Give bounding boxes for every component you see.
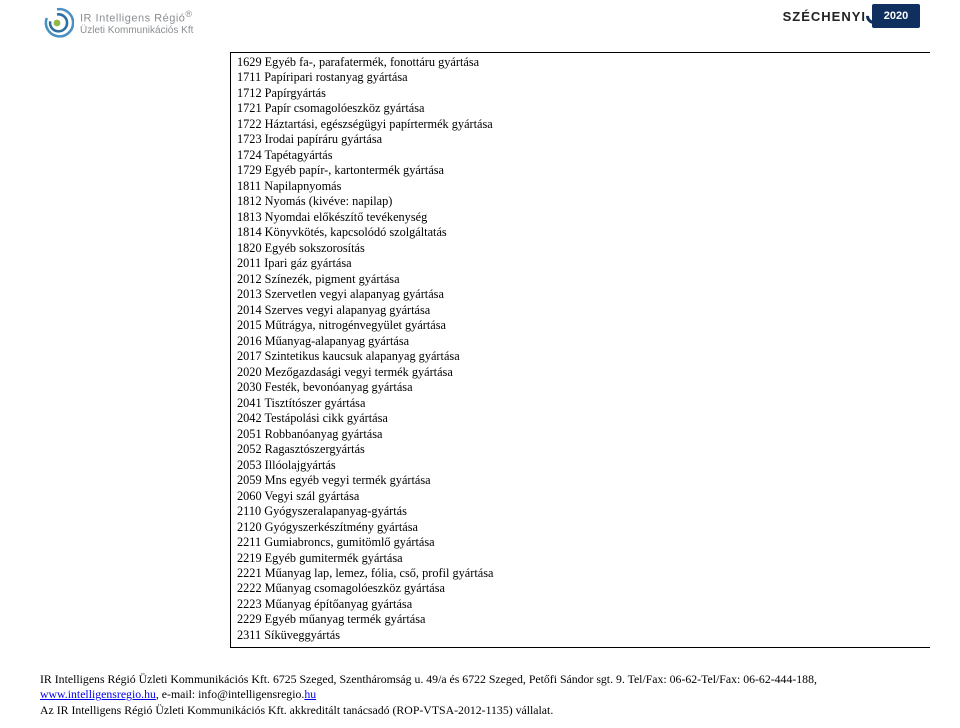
list-item: 2015 Műtrágya, nitrogénvegyület gyártása bbox=[237, 318, 924, 333]
activity-code-list: 1629 Egyéb fa-, parafatermék, fonottáru … bbox=[230, 52, 930, 648]
list-item: 1721 Papír csomagolóeszköz gyártása bbox=[237, 101, 924, 116]
list-item: 2060 Vegyi szál gyártása bbox=[237, 489, 924, 504]
list-item: 2052 Ragasztószergyártás bbox=[237, 442, 924, 457]
szechenyi-logo: SZÉCHENYI 2020 bbox=[783, 4, 920, 28]
page-header: IR Intelligens Régió® Üzleti Kommunikáci… bbox=[0, 0, 960, 52]
logo-line2: Üzleti Kommunikációs Kft bbox=[80, 25, 193, 37]
list-item: 1712 Papírgyártás bbox=[237, 86, 924, 101]
list-item: 2017 Szintetikus kaucsuk alapanyag gyárt… bbox=[237, 349, 924, 364]
list-item: 2120 Gyógyszerkészítmény gyártása bbox=[237, 520, 924, 535]
szechenyi-name: SZÉCHENYI bbox=[783, 9, 866, 24]
list-item: 1812 Nyomás (kivéve: napilap) bbox=[237, 194, 924, 209]
list-item: 2012 Színezék, pigment gyártása bbox=[237, 272, 924, 287]
logo-swirl-icon bbox=[40, 6, 74, 40]
logo-text: IR Intelligens Régió® Üzleti Kommunikáci… bbox=[80, 9, 193, 37]
list-item: 2013 Szervetlen vegyi alapanyag gyártása bbox=[237, 287, 924, 302]
list-item: 2059 Mns egyéb vegyi termék gyártása bbox=[237, 473, 924, 488]
list-item: 2222 Műanyag csomagolóeszköz gyártása bbox=[237, 581, 924, 596]
footer-line3: Az IR Intelligens Régió Üzleti Kommuniká… bbox=[40, 703, 920, 718]
szechenyi-year: 2020 bbox=[884, 10, 908, 22]
list-item: 1724 Tapétagyártás bbox=[237, 148, 924, 163]
list-item: 2110 Gyógyszeralapanyag-gyártás bbox=[237, 504, 924, 519]
page-footer: IR Intelligens Régió Üzleti Kommunikáció… bbox=[40, 672, 920, 718]
list-item: 1723 Irodai papíráru gyártása bbox=[237, 132, 924, 147]
list-item: 2016 Műanyag-alapanyag gyártása bbox=[237, 334, 924, 349]
footer-link-hu[interactable]: hu bbox=[304, 687, 316, 701]
szechenyi-badge: 2020 bbox=[872, 4, 920, 28]
list-item: 2030 Festék, bevonóanyag gyártása bbox=[237, 380, 924, 395]
list-item: 1814 Könyvkötés, kapcsolódó szolgáltatás bbox=[237, 225, 924, 240]
list-item: 2053 Illóolajgyártás bbox=[237, 458, 924, 473]
logo-reg: ® bbox=[185, 9, 192, 19]
list-item: 1820 Egyéb sokszorosítás bbox=[237, 241, 924, 256]
list-item: 2051 Robbanóanyag gyártása bbox=[237, 427, 924, 442]
list-item: 2011 Ipari gáz gyártása bbox=[237, 256, 924, 271]
footer-mid: , e-mail: info@intelligensregio. bbox=[156, 687, 304, 701]
list-item: 2229 Egyéb műanyag termék gyártása bbox=[237, 612, 924, 627]
list-item: 2211 Gumiabroncs, gumitömlő gyártása bbox=[237, 535, 924, 550]
list-item: 1813 Nyomdai előkészítő tevékenység bbox=[237, 210, 924, 225]
list-item: 1722 Háztartási, egészségügyi papírtermé… bbox=[237, 117, 924, 132]
footer-line1: IR Intelligens Régió Üzleti Kommunikáció… bbox=[40, 672, 920, 687]
list-item: 1629 Egyéb fa-, parafatermék, fonottáru … bbox=[237, 55, 924, 70]
list-item: 1729 Egyéb papír-, kartontermék gyártása bbox=[237, 163, 924, 178]
list-item: 2020 Mezőgazdasági vegyi termék gyártása bbox=[237, 365, 924, 380]
list-item: 2042 Testápolási cikk gyártása bbox=[237, 411, 924, 426]
content: 1629 Egyéb fa-, parafatermék, fonottáru … bbox=[0, 52, 960, 648]
list-item: 2014 Szerves vegyi alapanyag gyártása bbox=[237, 303, 924, 318]
footer-link-website[interactable]: www.intelligensregio.hu bbox=[40, 687, 156, 701]
list-item: 1811 Napilapnyomás bbox=[237, 179, 924, 194]
logo-line1: IR Intelligens Régió bbox=[80, 13, 185, 25]
footer-line2: www.intelligensregio.hu, e-mail: info@in… bbox=[40, 687, 920, 702]
list-item: 2219 Egyéb gumitermék gyártása bbox=[237, 551, 924, 566]
list-item: 2311 Síküveggyártás bbox=[237, 628, 924, 643]
list-item: 2221 Műanyag lap, lemez, fólia, cső, pro… bbox=[237, 566, 924, 581]
list-item: 2223 Műanyag építőanyag gyártása bbox=[237, 597, 924, 612]
list-item: 1711 Papíripari rostanyag gyártása bbox=[237, 70, 924, 85]
list-item: 2041 Tisztítószer gyártása bbox=[237, 396, 924, 411]
